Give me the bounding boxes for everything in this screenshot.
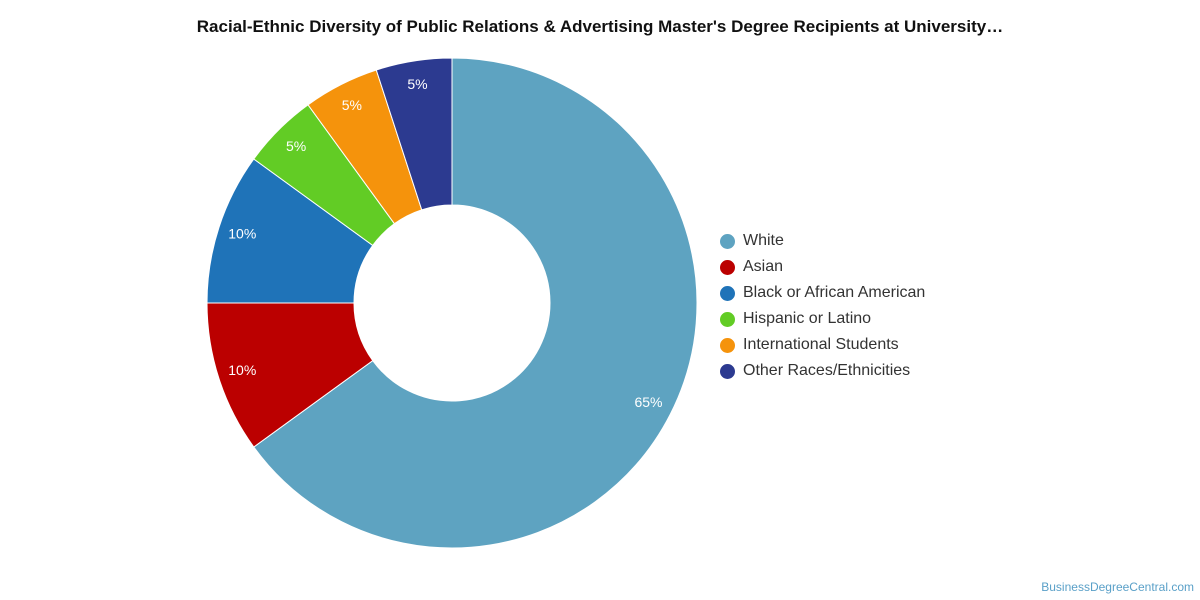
slice-label-hispanic-or-latino: 5% [286, 138, 306, 154]
slice-other-races-ethnicities[interactable] [375, 57, 453, 211]
legend-item-asian[interactable]: Asian [720, 254, 925, 280]
legend-item-black[interactable]: Black or African American [720, 280, 925, 306]
legend-swatch-black [720, 285, 735, 301]
slice-label-other-races-ethnicities: 5% [407, 76, 427, 92]
legend-label-international: International Students [743, 336, 899, 353]
legend-item-hispanic[interactable]: Hispanic or Latino [720, 306, 925, 332]
legend-label-white: White [743, 232, 784, 249]
legend-label-hispanic: Hispanic or Latino [743, 310, 872, 327]
legend-swatch-hispanic [720, 311, 735, 327]
slice-white[interactable] [253, 57, 698, 549]
legend-swatch-international [720, 337, 735, 353]
legend-swatch-asian [720, 259, 735, 275]
slices-group [206, 57, 698, 549]
legend-item-other[interactable]: Other Races/Ethnicities [720, 358, 925, 384]
legend-swatch-white [720, 233, 735, 249]
legend-swatch-other [720, 363, 735, 379]
legend-label-black: Black or African American [743, 284, 926, 301]
legend-label-other: Other Races/Ethnicities [743, 362, 911, 379]
slice-label-white: 65% [634, 394, 662, 410]
slice-labels-group: 65% 10% 10% 5% 5% 5% [228, 76, 662, 410]
legend-item-international[interactable]: International Students [720, 332, 925, 358]
legend-label-asian: Asian [743, 258, 784, 275]
legend-item-white[interactable]: White [720, 228, 925, 254]
slice-label-black-or-african-american: 10% [228, 226, 256, 242]
slice-label-asian: 10% [228, 362, 256, 378]
slice-label-international-students: 5% [342, 97, 362, 113]
chart-title: Racial-Ethnic Diversity of Public Relati… [196, 17, 1004, 36]
legend: White Asian Black or African American Hi… [720, 228, 925, 384]
site-credit[interactable]: BusinessDegreeCentral.com [1041, 580, 1194, 594]
